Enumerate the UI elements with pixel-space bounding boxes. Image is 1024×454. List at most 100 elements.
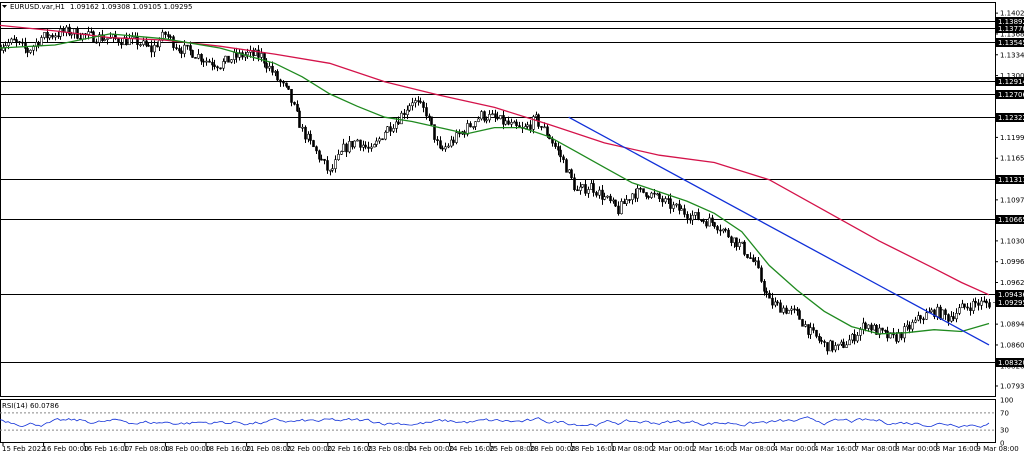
- candle-body: [290, 89, 293, 103]
- candle-body: [963, 303, 966, 308]
- chart-header: EURUSD.var,H1 1.09162 1.09308 1.09105 1.…: [2, 3, 192, 410]
- candle-body: [293, 102, 296, 105]
- candle-body: [664, 198, 667, 203]
- candle-body: [323, 158, 326, 161]
- candle-body: [444, 146, 447, 150]
- candle-body: [595, 192, 598, 196]
- candle-body: [422, 101, 425, 108]
- candle-body: [408, 105, 411, 111]
- fast-moving-average-line: [0, 33, 990, 335]
- level-tag-label: 1.12706: [998, 91, 1024, 99]
- candle-body: [147, 45, 150, 47]
- level-tag: [996, 77, 1024, 86]
- menu-triangle-icon[interactable]: [2, 5, 7, 8]
- candle-body: [914, 319, 917, 323]
- candle-body: [417, 100, 420, 102]
- candle-body: [540, 126, 543, 128]
- candle-body: [425, 107, 428, 117]
- candle-body: [820, 340, 823, 342]
- price-tick-label: 1.13680: [1000, 30, 1024, 38]
- candle-body: [647, 196, 650, 198]
- candle-body: [782, 307, 785, 313]
- candle-body: [944, 309, 947, 315]
- price-tick-label: 1.09960: [1000, 258, 1024, 266]
- time-tick-label: 8 Mar 16:00: [936, 445, 978, 453]
- candle-body: [697, 212, 700, 221]
- candle-body: [246, 52, 249, 56]
- candle-body: [54, 35, 57, 38]
- time-tick-label: 17 Feb 08:00: [124, 445, 170, 453]
- candle-body: [853, 334, 856, 342]
- candle-body: [804, 324, 807, 327]
- candle-body: [189, 45, 192, 51]
- candle-body: [65, 26, 68, 33]
- level-tag: [996, 24, 1024, 33]
- candle-body: [51, 34, 54, 38]
- current-price-tag: [996, 298, 1024, 307]
- candle-body: [450, 139, 453, 147]
- time-tick-label: 16 Feb 16:00: [83, 445, 129, 453]
- candle-body: [43, 32, 46, 38]
- candle-body: [139, 44, 142, 46]
- candle-body: [175, 47, 178, 49]
- time-tick-label: 22 Feb 00:00: [286, 445, 332, 453]
- candle-body: [980, 300, 983, 306]
- candle-body: [145, 40, 148, 46]
- candle-body: [609, 195, 612, 202]
- candle-body: [472, 126, 475, 128]
- time-tick-label: 28 Feb 16:00: [570, 445, 616, 453]
- candle-body: [136, 36, 139, 45]
- level-tag-label: 1.12322: [998, 114, 1024, 122]
- candle-body: [326, 160, 329, 171]
- candle-body: [356, 139, 359, 142]
- candle-body: [37, 42, 40, 46]
- candle-body: [329, 169, 332, 172]
- level-tag-label: 1.08320: [998, 359, 1024, 367]
- candle-body: [32, 46, 35, 51]
- candle-body: [260, 53, 263, 58]
- candle-body: [197, 54, 200, 59]
- candle-body: [565, 159, 568, 173]
- candle-body: [658, 193, 661, 200]
- candle-body: [504, 120, 507, 125]
- candle-body: [474, 121, 477, 127]
- candle-body: [90, 31, 93, 33]
- candle-body: [859, 329, 862, 336]
- candle-body: [947, 314, 950, 322]
- candle-body: [955, 313, 958, 320]
- price-tick-label: 1.10300: [1000, 237, 1024, 245]
- candle-body: [823, 341, 826, 343]
- candle-body: [227, 55, 230, 63]
- candle-body: [683, 208, 686, 215]
- candle-body: [933, 309, 936, 317]
- candle-body: [167, 34, 170, 37]
- candle-body: [483, 111, 486, 121]
- candle-body: [95, 41, 98, 44]
- candle-body: [546, 126, 549, 136]
- level-tag: [996, 90, 1024, 99]
- candle-body: [603, 196, 606, 200]
- candle-body: [296, 103, 299, 112]
- candle-body: [98, 34, 101, 43]
- candle-body: [502, 115, 505, 125]
- level-tag: [996, 38, 1024, 47]
- candle-body: [263, 53, 266, 64]
- candle-body: [639, 188, 642, 190]
- candle-body: [254, 49, 257, 56]
- rsi-pane-border: [0, 399, 996, 443]
- candle-body: [757, 260, 760, 269]
- candle-body: [441, 147, 444, 150]
- candle-body: [191, 50, 194, 58]
- candle-body: [735, 237, 738, 247]
- candle-body: [922, 318, 925, 321]
- candle-body: [787, 310, 790, 314]
- candle-body: [211, 61, 214, 66]
- time-tick-label: 7 Mar 08:00: [855, 445, 897, 453]
- time-tick-label: 25 Feb 08:00: [489, 445, 535, 453]
- candle-body: [974, 301, 977, 304]
- candle-body: [614, 199, 617, 207]
- candle-body: [889, 332, 892, 339]
- candle-body: [331, 168, 334, 171]
- candle-body: [26, 48, 29, 53]
